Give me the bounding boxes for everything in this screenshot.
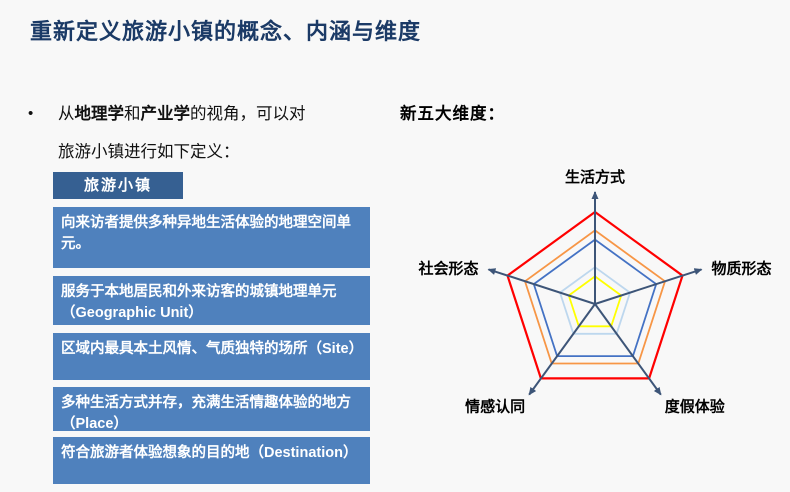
radar-ring-1 bbox=[506, 210, 684, 380]
radar-ring-5 bbox=[567, 275, 623, 328]
radar-ring-4 bbox=[558, 266, 632, 335]
bullet-marker: • bbox=[28, 105, 34, 122]
intro-keyword-geography: 地理学 bbox=[74, 105, 125, 123]
radar-axis-label: 生活方式 bbox=[565, 168, 625, 186]
definition-box-4: 多种生活方式并存，充满生活情趣体验的地方（Place） bbox=[53, 387, 370, 432]
definition-box-1: 向来访者提供多种异地生活体验的地理空间单元。 bbox=[53, 207, 370, 268]
radar-axis-label: 情感认同 bbox=[465, 398, 525, 416]
radar-axis bbox=[594, 268, 703, 305]
definition-box-3: 区域内最具本土风情、气质独特的场所（Site） bbox=[53, 333, 370, 380]
radar-section-heading: 新五大维度： bbox=[400, 105, 505, 123]
intro-line2: 旅游小镇进行如下定义： bbox=[58, 143, 240, 161]
definition-box-5: 符合旅游者体验想象的目的地（Destination） bbox=[53, 437, 370, 484]
intro-seg: 从 bbox=[58, 105, 75, 123]
radar-axis-label: 社会形态 bbox=[417, 259, 478, 277]
intro-seg: 的视角，可以对 bbox=[190, 105, 306, 123]
intro-keyword-industry: 产业学 bbox=[140, 105, 191, 123]
intro-bullet-item: • 从地理学和产业学的视角，可以对旅游小镇进行如下定义： bbox=[28, 95, 378, 171]
page-title: 重新定义旅游小镇的概念、内涵与维度 bbox=[30, 19, 422, 44]
intro-seg: 和 bbox=[124, 105, 141, 123]
radar-ring-2 bbox=[523, 229, 667, 365]
radar-axis bbox=[528, 303, 596, 396]
radar-axis-label: 物质形态 bbox=[712, 259, 772, 277]
radar-axis bbox=[487, 268, 596, 305]
radar-axis-label: 度假体验 bbox=[665, 398, 726, 416]
intro-text: 从地理学和产业学的视角，可以对旅游小镇进行如下定义： bbox=[58, 95, 378, 171]
radar-axis bbox=[594, 303, 662, 396]
definition-header-badge: 旅游小镇 bbox=[53, 172, 183, 199]
definition-box-2: 服务于本地居民和外来访客的城镇地理单元（Geographic Unit） bbox=[53, 276, 370, 325]
radar-ring-3 bbox=[532, 238, 658, 358]
